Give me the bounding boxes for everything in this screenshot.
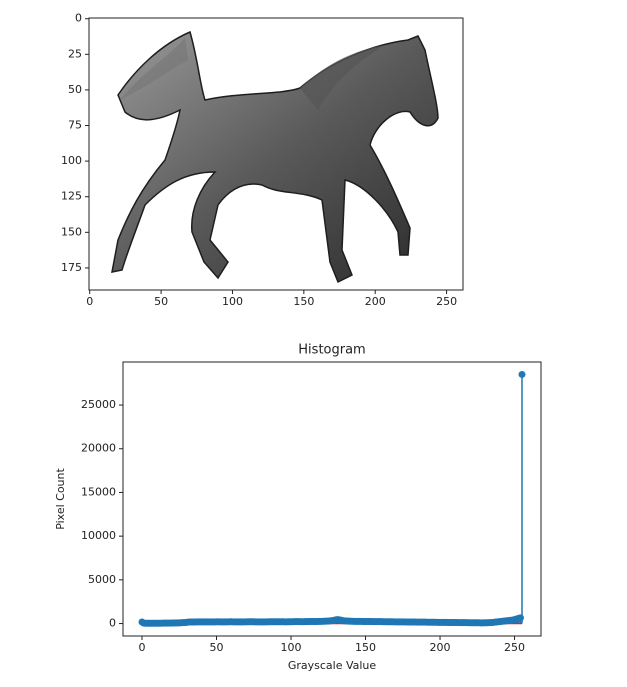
y-tick-label: 100	[61, 154, 82, 167]
x-tick-label: 0	[86, 295, 93, 308]
y-tick-label: 50	[68, 83, 82, 96]
stem-marker	[518, 370, 526, 378]
x-tick-label: 0	[139, 641, 146, 654]
x-tick-label: 100	[222, 295, 243, 308]
x-tick-label: 50	[210, 641, 224, 654]
y-tick-label: 15000	[81, 485, 116, 498]
image-axes-frame	[88, 17, 464, 291]
x-tick-label: 50	[154, 295, 168, 308]
y-tick-label: 75	[68, 119, 82, 132]
y-axis-label: Pixel Count	[54, 468, 67, 530]
y-tick-label: 0	[109, 617, 116, 630]
histogram-axes-frame	[122, 361, 542, 637]
y-tick-label: 5000	[88, 573, 116, 586]
y-tick-label: 0	[75, 12, 82, 25]
y-tick-label: 175	[61, 261, 82, 274]
x-tick-label: 150	[355, 641, 376, 654]
x-tick-label: 100	[281, 641, 302, 654]
x-tick-label: 200	[430, 641, 451, 654]
y-tick-label: 25000	[81, 398, 116, 411]
stem-marker	[517, 614, 525, 622]
x-tick-label: 250	[436, 295, 457, 308]
y-tick-label: 10000	[81, 529, 116, 542]
x-tick-label: 200	[365, 295, 386, 308]
x-axis-label: Grayscale Value	[288, 659, 377, 672]
y-tick-label: 25	[68, 47, 82, 60]
x-tick-label: 150	[293, 295, 314, 308]
x-tick-label: 250	[504, 641, 525, 654]
horse-image	[89, 18, 463, 290]
y-tick-label: 125	[61, 190, 82, 203]
y-tick-label: 150	[61, 225, 82, 238]
y-tick-label: 20000	[81, 442, 116, 455]
chart-title: Histogram	[298, 343, 365, 358]
